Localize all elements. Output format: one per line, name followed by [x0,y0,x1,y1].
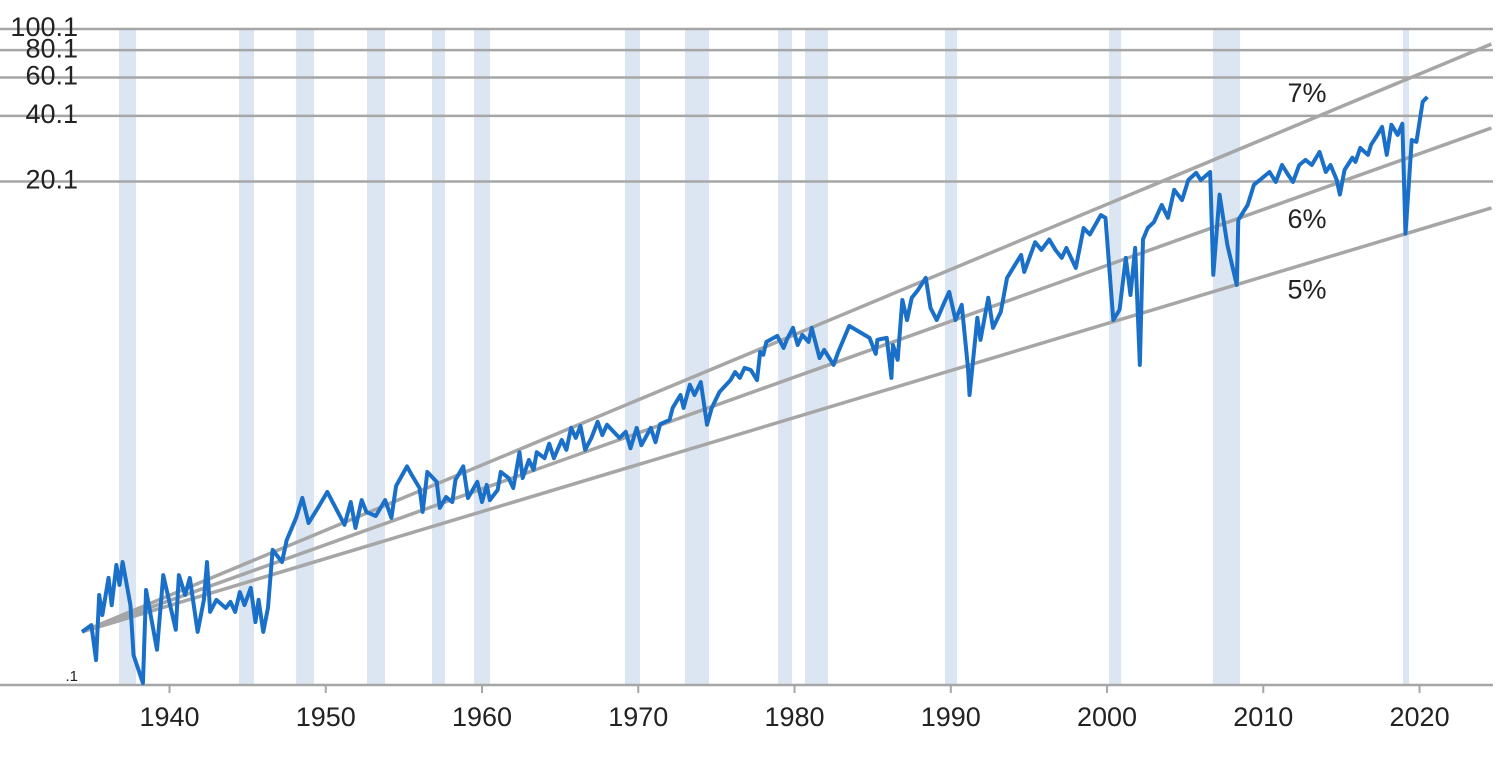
trend-line [81,206,1492,634]
shaded-period [239,29,255,685]
shaded-period [367,29,385,685]
y-tick-label: 60.1 [25,61,78,91]
x-tick-label: 2020 [1390,702,1450,732]
shaded-period [624,29,640,685]
trend-label: 6% [1287,204,1326,234]
data-line [80,95,1429,686]
shaded-period [296,29,315,685]
shaded-period [945,29,958,685]
x-tick-label: 1990 [921,702,981,732]
x-tick-label: 1950 [296,702,356,732]
y-tick-label: 40.1 [25,99,78,129]
y-tick-label: .1 [65,668,78,685]
x-tick-label: 1960 [452,702,512,732]
x-tick-label: 2000 [1077,702,1137,732]
shaded-period [805,29,828,685]
shaded-period [684,29,710,685]
trend-line [81,126,1493,634]
x-tick-label: 1940 [139,702,199,732]
shaded-period [1109,29,1122,685]
shaded-period [1212,29,1241,685]
trend-label: 7% [1287,78,1326,108]
x-tick-label: 1980 [764,702,824,732]
x-tick-label: 1970 [608,702,668,732]
x-tick-label: 2010 [1233,702,1293,732]
shaded-period [1402,29,1410,685]
shaded-period [474,29,490,685]
y-tick-label: 80.1 [25,33,78,63]
y-tick-label: 20.1 [25,165,78,195]
shaded-period [432,29,445,685]
shaded-period [119,29,137,685]
trend-label: 5% [1287,275,1326,305]
shaded-period [777,29,793,685]
y-tick-label: 100.1 [10,12,78,42]
